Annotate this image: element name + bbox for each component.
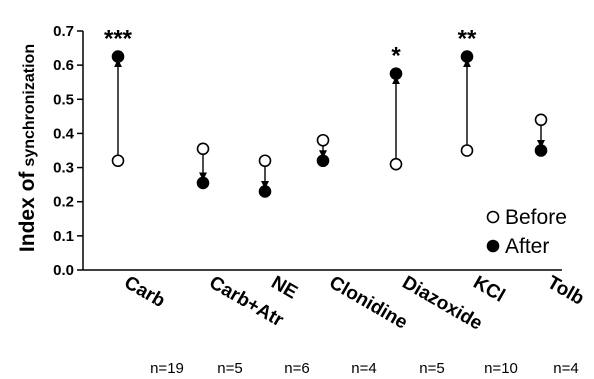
after-point [389,67,403,80]
after-point [258,185,272,198]
sample-size-labels: n=19 n=5 n=6 n=4 n=5 n=10 n=4 [150,360,579,377]
after-point [534,144,548,157]
sample-size-label: n=5 [419,360,444,377]
significance-label: ** [458,26,477,53]
y-tick-label: 0.5 [53,91,74,108]
after-point [460,50,474,63]
before-point [460,144,474,157]
sample-size-label: n=4 [351,360,376,377]
sample-size-label: n=5 [217,360,242,377]
category-label: KCl [470,272,509,307]
category-label: NE [268,272,301,303]
y-axis-label-prefix: Index of [16,171,39,253]
before-point [111,154,125,168]
after-point [111,50,125,63]
y-tick-label: 0.2 [53,194,74,211]
y-tick-label: 0.0 [53,262,74,279]
category-label: Carb [121,272,169,312]
y-tick-label: 0.4 [53,125,75,142]
significance-label: *** [104,26,133,53]
legend-before-marker [486,210,500,224]
legend-after-marker [486,239,500,253]
category-label: Diazoxide [399,272,486,335]
after-point [316,154,330,168]
sample-size-label: n=10 [484,360,518,377]
sample-size-label: n=4 [553,360,578,377]
before-point [196,142,210,156]
sample-size-label: n=6 [284,360,309,377]
before-point [534,113,548,127]
significance-label: * [391,43,401,70]
legend-before-label: Before [505,206,567,229]
y-ticks: 0.0 0.1 0.2 0.3 0.4 0.5 0.6 0.7 [53,23,83,279]
y-tick-label: 0.6 [53,57,74,74]
y-axis-label-suffix: synchronization [21,44,38,167]
y-tick-label: 0.3 [53,160,74,177]
category-label: Clonidine [326,272,411,333]
before-point [258,154,272,168]
sample-size-label: n=19 [150,360,184,377]
axes [82,31,562,271]
legend: Before After [486,206,567,258]
before-point [389,157,403,171]
y-tick-label: 0.1 [53,228,74,245]
data-points [111,50,548,198]
legend-after-label: After [505,235,549,258]
category-label: Tolb [544,272,588,310]
before-point [316,133,330,147]
change-arrows [114,59,545,189]
significance-labels: ****** [104,26,477,70]
y-axis-label-text: Index of synchronization [16,44,39,252]
after-point [196,176,210,190]
y-tick-label: 0.7 [53,23,74,40]
y-axis-label: Index of synchronization [16,44,39,252]
